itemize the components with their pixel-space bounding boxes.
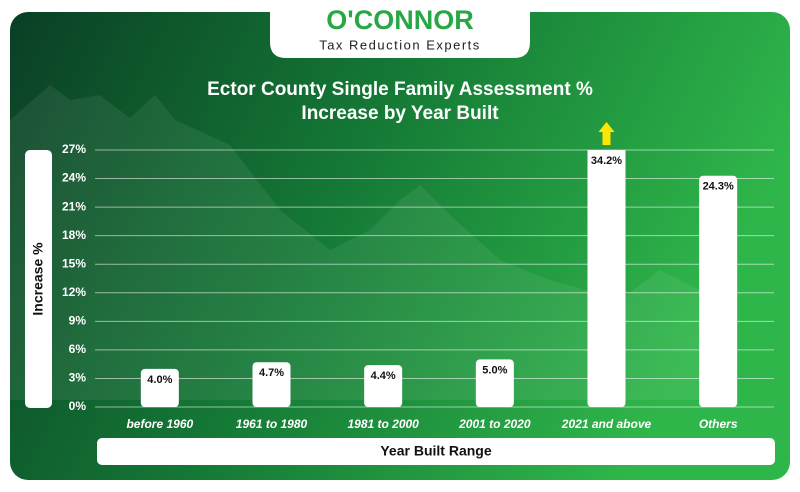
value-label: 4.4% bbox=[371, 370, 396, 382]
x-tick-label: before 1960 bbox=[126, 417, 193, 431]
value-label: 5.0% bbox=[482, 364, 507, 376]
x-label-box bbox=[97, 438, 775, 465]
overflow-arrow bbox=[598, 122, 615, 145]
bar bbox=[587, 150, 626, 407]
y-label-box bbox=[25, 150, 52, 408]
logo-name: O'CONNOR bbox=[326, 5, 473, 35]
x-tick-label: Others bbox=[699, 417, 738, 431]
x-tick-label: 1981 to 2000 bbox=[347, 417, 419, 431]
y-tick-label: 21% bbox=[62, 199, 86, 213]
y-tick-label: 18% bbox=[62, 228, 86, 242]
value-label: 4.0% bbox=[147, 374, 172, 386]
y-tick-label: 6% bbox=[69, 342, 87, 356]
x-tick-label: 2021 and above bbox=[561, 417, 652, 431]
bar bbox=[252, 362, 291, 407]
x-tick-label: 2001 to 2020 bbox=[458, 417, 531, 431]
value-label: 24.3% bbox=[703, 181, 734, 193]
y-tick-label: 24% bbox=[62, 171, 86, 185]
logo-tagline: Tax Reduction Experts bbox=[319, 37, 481, 52]
x-tick-label: 1961 to 1980 bbox=[236, 417, 308, 431]
y-tick-label: 0% bbox=[69, 399, 87, 413]
bar bbox=[364, 365, 403, 407]
value-label: 34.2% bbox=[591, 155, 622, 167]
value-label: 4.7% bbox=[259, 367, 284, 379]
plot-area bbox=[140, 150, 738, 407]
y-tick-label: 27% bbox=[62, 142, 86, 156]
y-tick-label: 15% bbox=[62, 256, 86, 270]
x-axis-label: Year Built Range bbox=[380, 443, 491, 459]
y-tick-label: 12% bbox=[62, 285, 86, 299]
bar bbox=[699, 175, 738, 407]
y-tick-label: 3% bbox=[69, 371, 87, 385]
y-tick-label: 9% bbox=[69, 314, 87, 328]
chart-title: Ector County Single Family Assessment % … bbox=[207, 79, 593, 124]
bar bbox=[140, 368, 179, 407]
bar bbox=[475, 359, 514, 407]
logo-tab bbox=[270, 0, 530, 58]
y-axis-label: Increase % bbox=[30, 242, 46, 316]
